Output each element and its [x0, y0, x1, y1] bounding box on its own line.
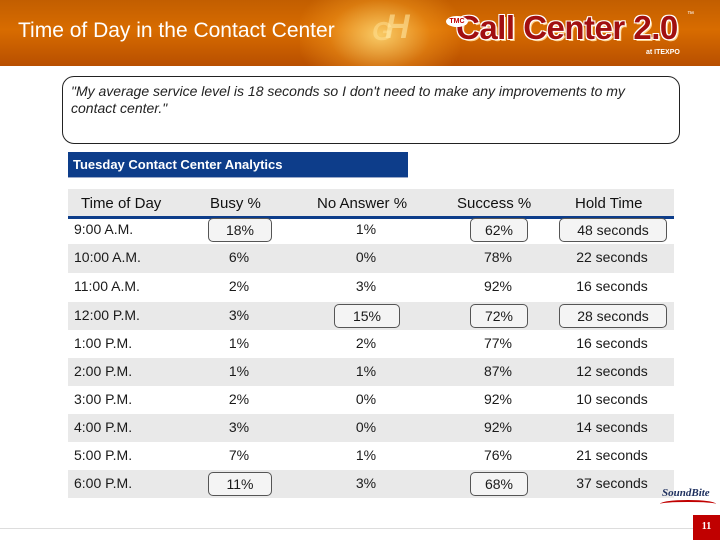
table-title-bar: Tuesday Contact Center Analytics	[68, 152, 408, 178]
cell-busy: 1%	[228, 363, 250, 379]
cell-hold-time: 10 seconds	[576, 391, 648, 407]
column-header-no-answer: No Answer %	[317, 195, 408, 212]
column-header-busy: Busy %	[210, 195, 261, 212]
table-row: 3:00 P.M. 2% 0% 92% 10 seconds	[68, 386, 674, 414]
cell-success: 76%	[483, 447, 513, 463]
cell-success: 87%	[483, 363, 513, 379]
cell-busy: 6%	[228, 249, 250, 265]
footer-rule	[0, 528, 693, 529]
cell-no-answer: 1%	[355, 221, 377, 237]
page-number-badge: 11	[693, 515, 720, 540]
banner-watermark-letter: G	[372, 16, 393, 46]
table-row: 1:00 P.M. 1% 2% 77% 16 seconds	[68, 330, 674, 358]
cell-time: 4:00 P.M.	[74, 419, 133, 435]
banner-glow	[300, 0, 460, 66]
logo-brand: Call Center 2.0	[456, 9, 678, 46]
sponsor-logo: SoundBite	[662, 487, 710, 499]
table-row: 4:00 P.M. 3% 0% 92% 14 seconds	[68, 414, 674, 442]
column-header-success: Success %	[457, 195, 532, 212]
cell-time: 9:00 A.M.	[74, 221, 134, 237]
cell-no-answer: 0%	[355, 391, 377, 407]
table-row: 12:00 P.M. 3% 15% 72% 28 seconds	[68, 302, 674, 330]
cell-busy: 18%	[208, 218, 272, 242]
cell-busy: 3%	[228, 307, 250, 323]
table-row: 5:00 P.M. 7% 1% 76% 21 seconds	[68, 442, 674, 470]
cell-no-answer: 0%	[355, 419, 377, 435]
logo-subtitle: at ITEXPO	[646, 49, 680, 56]
cell-success: 68%	[470, 472, 528, 496]
cell-time: 5:00 P.M.	[74, 447, 133, 463]
cell-time: 1:00 P.M.	[74, 335, 133, 351]
cell-success: 92%	[483, 391, 513, 407]
cell-busy: 11%	[208, 472, 272, 496]
cell-hold-time: 37 seconds	[576, 475, 648, 491]
cell-no-answer: 1%	[355, 447, 377, 463]
cell-success: 92%	[483, 278, 513, 294]
cell-busy: 1%	[228, 335, 250, 351]
cell-hold-time: 48 seconds	[559, 218, 667, 242]
table-row: 9:00 A.M. 18% 1% 62% 48 seconds	[68, 216, 674, 244]
call-center-logo: Call Center 2.0 TMC ™ at ITEXPO	[440, 5, 705, 61]
column-header-time: Time of Day	[81, 195, 162, 212]
page-title: Time of Day in the Contact Center	[18, 19, 335, 42]
cell-hold-time: 21 seconds	[576, 447, 648, 463]
cell-hold-time: 22 seconds	[576, 249, 648, 265]
trademark-mark: ™	[687, 11, 694, 18]
table-row: 6:00 P.M. 11% 3% 68% 37 seconds	[68, 470, 674, 498]
cell-hold-time: 14 seconds	[576, 419, 648, 435]
table-title: Tuesday Contact Center Analytics	[73, 157, 283, 172]
cell-no-answer: 3%	[355, 475, 377, 491]
cell-no-answer: 0%	[355, 249, 377, 265]
cell-hold-time: 28 seconds	[559, 304, 667, 328]
cell-no-answer: 3%	[355, 278, 377, 294]
table-header: Time of Day Busy % No Answer % Success %…	[68, 189, 674, 219]
cell-success: 78%	[483, 249, 513, 265]
column-header-hold-time: Hold Time	[575, 195, 643, 212]
cell-success: 92%	[483, 419, 513, 435]
cell-time: 2:00 P.M.	[74, 363, 133, 379]
cell-hold-time: 12 seconds	[576, 363, 648, 379]
cell-time: 12:00 P.M.	[74, 307, 140, 323]
cell-no-answer: 1%	[355, 363, 377, 379]
cell-time: 3:00 P.M.	[74, 391, 133, 407]
cell-hold-time: 16 seconds	[576, 335, 648, 351]
table-row: 2:00 P.M. 1% 1% 87% 12 seconds	[68, 358, 674, 386]
cell-busy: 3%	[228, 419, 250, 435]
page-number: 11	[701, 521, 712, 532]
header-banner: G H Time of Day in the Contact Center Ca…	[0, 0, 720, 66]
cell-time: 10:00 A.M.	[74, 249, 141, 265]
banner-watermark-letters: H	[385, 8, 410, 46]
logo-prefix-badge: TMC	[446, 16, 468, 27]
table-row: 11:00 A.M. 2% 3% 92% 16 seconds	[68, 273, 674, 302]
cell-success: 72%	[470, 304, 528, 328]
cell-success: 77%	[483, 335, 513, 351]
cell-busy: 7%	[228, 447, 250, 463]
cell-no-answer: 15%	[334, 304, 400, 328]
cell-time: 11:00 A.M.	[74, 278, 140, 294]
quote-callout: "My average service level is 18 seconds …	[62, 76, 680, 144]
cell-time: 6:00 P.M.	[74, 475, 133, 491]
cell-busy: 2%	[228, 278, 250, 294]
sponsor-logo-swoosh	[660, 500, 716, 508]
cell-no-answer: 2%	[355, 335, 377, 351]
quote-text: "My average service level is 18 seconds …	[71, 83, 625, 116]
cell-hold-time: 16 seconds	[576, 278, 648, 294]
cell-busy: 2%	[228, 391, 250, 407]
table-row: 10:00 A.M. 6% 0% 78% 22 seconds	[68, 244, 674, 273]
cell-success: 62%	[470, 218, 528, 242]
